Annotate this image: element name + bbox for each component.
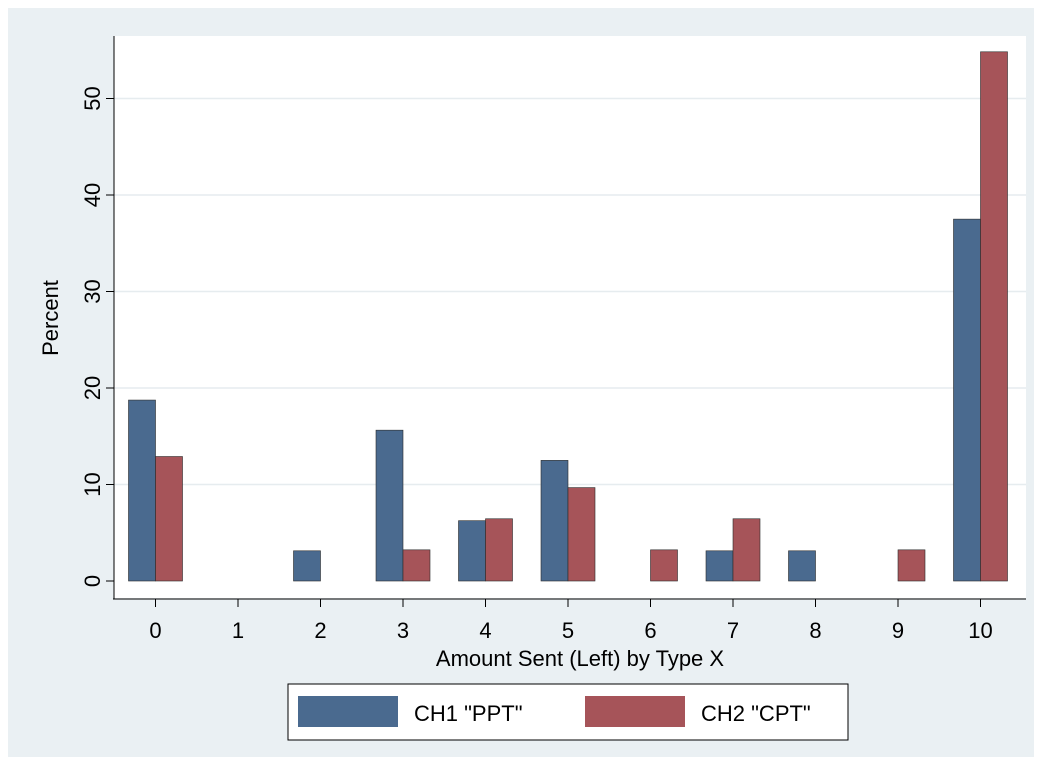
x-tick-label: 2 [314, 618, 326, 643]
legend: CH1 "PPT" CH2 "CPT" [287, 683, 849, 741]
y-tick-label: 10 [80, 472, 105, 496]
x-tick-label: 0 [149, 618, 161, 643]
bar-series-1-cat-8 [788, 550, 816, 582]
x-tick-label: 5 [562, 618, 574, 643]
legend-swatch-ch1 [298, 696, 398, 727]
legend-label-ch2: CH2 "CPT" [701, 701, 811, 726]
x-tick-label: 10 [968, 618, 992, 643]
gridlines [114, 97, 1026, 486]
x-ticks: 0 1 2 3 4 5 6 7 8 9 10 [149, 599, 993, 643]
bar-series-1-cat-0 [128, 399, 156, 582]
bar-series-1-cat-2 [293, 550, 321, 582]
y-tick-label: 50 [80, 86, 105, 110]
x-tick-label: 4 [479, 618, 491, 643]
x-tick-label: 8 [809, 618, 821, 643]
y-tick-label: 0 [80, 575, 105, 587]
legend-swatch-ch2 [585, 696, 685, 727]
y-tick-label: 40 [80, 183, 105, 207]
x-tick-label: 9 [892, 618, 904, 643]
y-tick-label: 30 [80, 279, 105, 303]
legend-label-ch1: CH1 "PPT" [414, 701, 523, 726]
x-tick-label: 7 [727, 618, 739, 643]
bar-series-1-cat-3 [375, 429, 404, 582]
y-axis-label: Percent [38, 280, 63, 356]
bar-series-2-cat-5 [567, 487, 596, 582]
bar-series-2-cat-4 [485, 518, 513, 582]
bar-series-2-cat-3 [402, 549, 431, 582]
bar-series-1-cat-7 [705, 550, 734, 582]
x-tick-label: 1 [232, 618, 244, 643]
x-axis-label: Amount Sent (Left) by Type X [436, 646, 725, 671]
bar-series-1-cat-10 [953, 218, 981, 582]
x-tick-label: 6 [644, 618, 656, 643]
bars [128, 51, 1008, 582]
bar-series-2-cat-10 [980, 51, 1008, 582]
bar-series-2-cat-7 [732, 518, 761, 582]
bar-series-1-cat-5 [540, 460, 569, 582]
y-ticks: 0 10 20 30 40 50 [80, 86, 114, 587]
bar-series-1-cat-4 [458, 520, 486, 582]
bar-series-2-cat-9 [897, 549, 926, 582]
x-tick-label: 3 [397, 618, 409, 643]
y-tick-label: 20 [80, 376, 105, 400]
bar-series-2-cat-6 [650, 549, 678, 582]
bar-series-2-cat-0 [155, 456, 183, 582]
